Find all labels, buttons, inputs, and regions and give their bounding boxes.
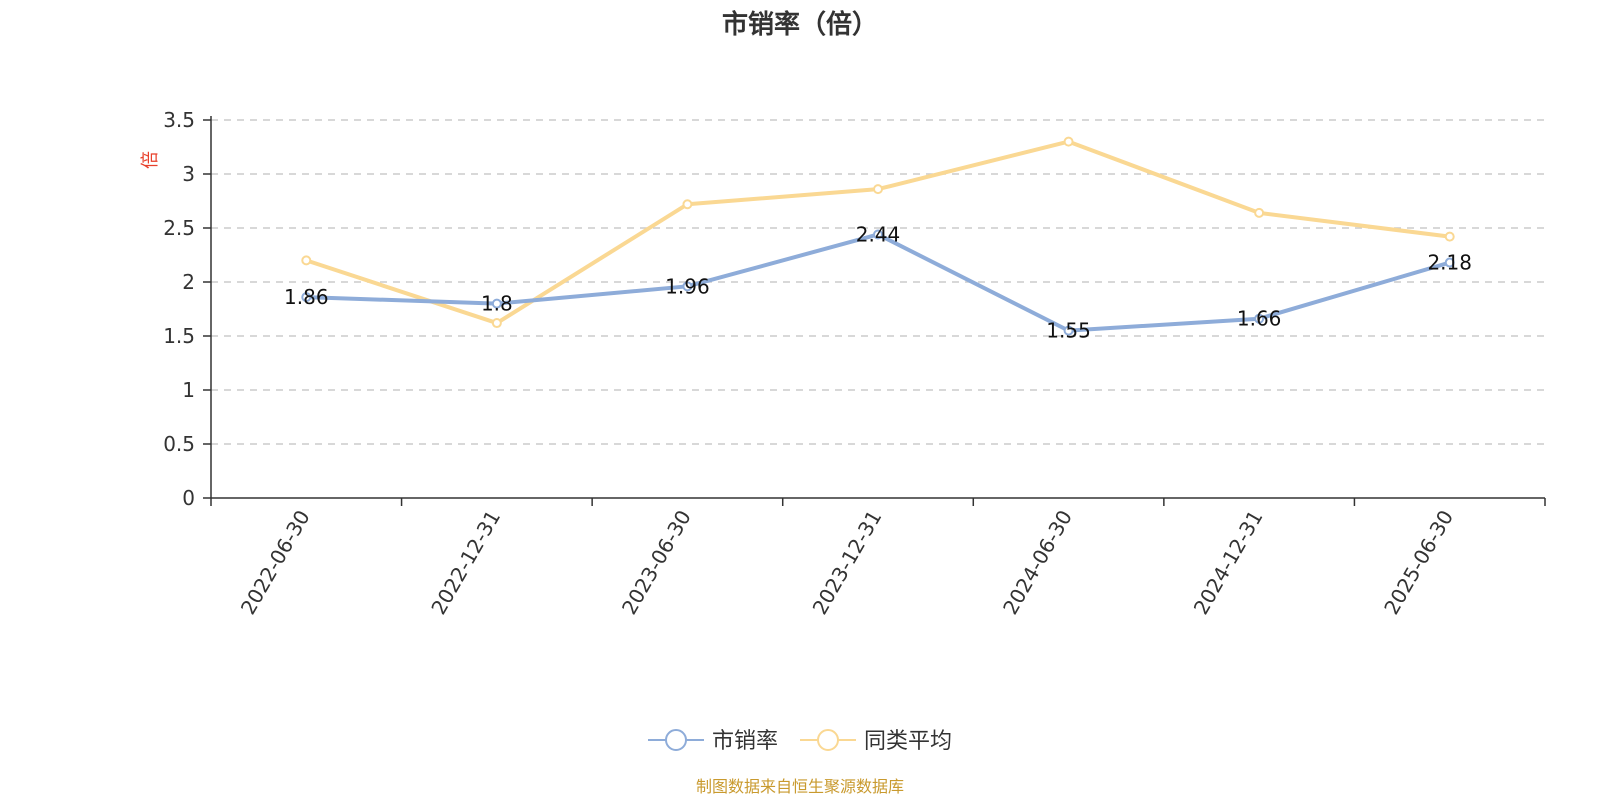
y-tick-label: 3 [182, 162, 195, 186]
data-point [301, 292, 312, 303]
x-tick-label: 2024-12-31 [1189, 506, 1268, 619]
data-point [682, 281, 693, 292]
x-tick-label: 2022-06-30 [236, 506, 315, 619]
legend-swatch-marker [665, 729, 687, 751]
legend-swatch-marker [817, 729, 839, 751]
data-point [1254, 207, 1265, 218]
y-tick-label: 1 [182, 378, 195, 402]
y-axis-label: 倍 [140, 151, 161, 169]
source-note: 制图数据来自恒生聚源数据库 [696, 777, 904, 796]
data-point [873, 229, 883, 240]
y-tick-label: 1.5 [163, 324, 195, 348]
x-tick-label: 2025-06-30 [1379, 506, 1458, 619]
data-label: 1.86 [284, 285, 329, 309]
legend-item-series-2[interactable]: 同类平均 [800, 729, 952, 754]
data-point [491, 318, 502, 329]
data-label: 1.66 [1237, 307, 1282, 331]
data-point [1444, 231, 1455, 242]
x-tick-label: 2023-06-30 [617, 506, 696, 619]
data-point [682, 199, 693, 210]
data-label: 2.18 [1427, 251, 1472, 275]
legend-label: 市销率 [712, 729, 778, 754]
data-labels: 1.86 1.8 1.96 2.44 1.55 1.66 2.18 [284, 222, 1472, 342]
y-tick-label: 2 [182, 270, 195, 294]
data-label: 1.55 [1046, 319, 1091, 343]
data-label: 1.8 [481, 292, 513, 316]
data-point [1063, 136, 1074, 147]
legend-label: 同类平均 [864, 729, 952, 754]
x-tick-label: 2022-12-31 [426, 506, 505, 619]
data-point [491, 298, 502, 309]
data-label: 1.96 [665, 274, 710, 298]
y-tick-label: 0 [182, 486, 195, 510]
data-point [1063, 325, 1074, 336]
y-tick-label: 3.5 [163, 108, 195, 132]
legend-item-series-1[interactable]: 市销率 [648, 729, 778, 754]
series [301, 136, 1455, 336]
data-point [1254, 313, 1265, 324]
data-point [301, 255, 312, 266]
chart-title: 市销率（倍） [722, 9, 878, 40]
y-tick-label: 0.5 [163, 432, 195, 456]
x-tick-label: 2024-06-30 [998, 506, 1077, 619]
y-tick-label: 2.5 [163, 216, 195, 240]
data-label: 2.44 [856, 222, 901, 246]
axes: 0 0.5 1 1.5 2 2.5 3 3.5 2022-06-30 2022-12-31 2023… [163, 108, 1546, 619]
data-point [1444, 257, 1455, 268]
data-point [873, 184, 883, 195]
legend[interactable]: 市销率 同类平均 [648, 729, 952, 754]
grid [211, 119, 1545, 445]
x-tick-label: 2023-12-31 [807, 506, 886, 619]
